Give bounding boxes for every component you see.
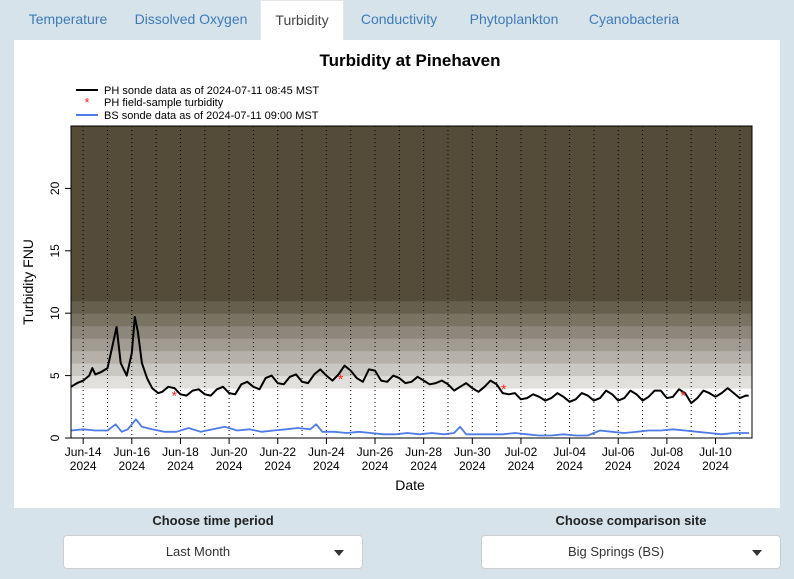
x-tick-label: Jun-26 bbox=[357, 445, 394, 459]
y-tick-label: 15 bbox=[48, 244, 62, 258]
x-tick-label: Jun-16 bbox=[113, 445, 150, 459]
x-axis-label: Date bbox=[395, 477, 425, 493]
background-band bbox=[71, 138, 752, 152]
background-band bbox=[71, 175, 752, 189]
tab-conductivity[interactable]: Conductivity bbox=[360, 11, 438, 27]
background-band bbox=[71, 413, 752, 427]
x-tick-label: Jul-04 bbox=[553, 445, 586, 459]
x-tick-year-label: 2024 bbox=[459, 459, 486, 473]
background-band bbox=[71, 225, 752, 239]
field-sample-point: * bbox=[172, 387, 178, 403]
y-axis-label: Turbidity FNU bbox=[20, 239, 36, 325]
background-band bbox=[71, 263, 752, 277]
field-sample-point: * bbox=[501, 381, 507, 397]
chevron-down-icon bbox=[334, 550, 344, 556]
background-band bbox=[71, 363, 752, 377]
y-tick-label: 0 bbox=[48, 434, 62, 441]
x-tick-year-label: 2024 bbox=[508, 459, 535, 473]
x-tick-year-label: 2024 bbox=[313, 459, 340, 473]
x-tick-label: Jun-22 bbox=[259, 445, 296, 459]
x-tick-year-label: 2024 bbox=[362, 459, 389, 473]
background-band bbox=[71, 188, 752, 202]
field-sample-point: * bbox=[338, 371, 344, 387]
background-band bbox=[71, 325, 752, 339]
x-tick-year-label: 2024 bbox=[167, 459, 194, 473]
y-tick-label: 10 bbox=[48, 306, 62, 320]
legend-entry-bs-sonde: BS sonde data as of 2024-07-11 09:00 MST bbox=[104, 110, 319, 122]
time-period-label: Choose time period bbox=[152, 513, 274, 528]
x-tick-label: Jul-02 bbox=[505, 445, 538, 459]
background-band bbox=[71, 126, 752, 139]
background-band bbox=[71, 288, 752, 302]
tab-bar: Temperature Dissolved Oxygen Turbidity C… bbox=[0, 0, 794, 40]
x-tick-year-label: 2024 bbox=[654, 459, 681, 473]
background-band bbox=[71, 150, 752, 164]
x-tick-label: Jun-24 bbox=[308, 445, 345, 459]
x-tick-year-label: 2024 bbox=[556, 459, 583, 473]
x-tick-label: Jun-20 bbox=[211, 445, 248, 459]
comparison-site-value: Big Springs (BS) bbox=[567, 544, 665, 559]
background-band bbox=[71, 313, 752, 327]
time-period-select[interactable]: Last Month bbox=[63, 535, 363, 569]
background-band bbox=[71, 388, 752, 402]
x-tick-label: Jun-18 bbox=[162, 445, 199, 459]
tab-phytoplankton[interactable]: Phytoplankton bbox=[469, 11, 559, 27]
x-tick-year-label: 2024 bbox=[216, 459, 243, 473]
tab-turbidity[interactable]: Turbidity bbox=[260, 0, 344, 40]
x-tick-year-label: 2024 bbox=[702, 459, 729, 473]
x-tick-year-label: 2024 bbox=[264, 459, 291, 473]
background-band bbox=[71, 338, 752, 352]
background-band bbox=[71, 163, 752, 177]
time-period-value: Last Month bbox=[165, 544, 231, 559]
comparison-site-label: Choose comparison site bbox=[555, 513, 707, 528]
series-bs-sonde-line bbox=[71, 418, 749, 437]
x-tick-label: Jul-08 bbox=[651, 445, 684, 459]
background-band bbox=[71, 250, 752, 264]
x-tick-label: Jun-28 bbox=[405, 445, 442, 459]
plot-frame bbox=[70, 125, 753, 439]
background-band bbox=[71, 300, 752, 314]
legend-entry-field-sample: PH field-sample turbidity bbox=[104, 97, 224, 109]
x-tick-label: Jul-06 bbox=[602, 445, 635, 459]
y-tick-label: 20 bbox=[48, 181, 62, 195]
background-band bbox=[71, 213, 752, 227]
series-ph-sonde-line bbox=[71, 315, 749, 405]
tab-temperature[interactable]: Temperature bbox=[28, 11, 108, 27]
x-tick-year-label: 2024 bbox=[118, 459, 145, 473]
legend-entry-ph-sonde: PH sonde data as of 2024-07-11 08:45 MST bbox=[104, 85, 319, 97]
comparison-site-select[interactable]: Big Springs (BS) bbox=[481, 535, 781, 569]
tab-panel: * * * * 0 5 10 15 20 Jun-14 2024 Jun-16 2024 Jun-18… bbox=[14, 40, 780, 508]
chevron-down-icon bbox=[752, 550, 762, 556]
x-tick-label: Jul-10 bbox=[699, 445, 732, 459]
legend-swatch-field-sample: * bbox=[84, 95, 89, 110]
y-tick-label: 5 bbox=[48, 372, 62, 379]
background-band bbox=[71, 200, 752, 214]
x-tick-label: Jun-14 bbox=[65, 445, 102, 459]
x-tick-year-label: 2024 bbox=[70, 459, 97, 473]
background-band bbox=[71, 350, 752, 364]
tab-dissolved-oxygen[interactable]: Dissolved Oxygen bbox=[134, 11, 248, 27]
x-tick-year-label: 2024 bbox=[410, 459, 437, 473]
x-tick-year-label: 2024 bbox=[605, 459, 632, 473]
x-tick-label: Jun-30 bbox=[454, 445, 491, 459]
chart-title: Turbidity at Pinehaven bbox=[319, 51, 500, 70]
background-band bbox=[71, 400, 752, 414]
field-sample-point: * bbox=[680, 387, 686, 403]
background-band bbox=[71, 238, 752, 252]
tab-cyanobacteria[interactable]: Cyanobacteria bbox=[588, 11, 680, 27]
background-band bbox=[71, 275, 752, 289]
legend: PH sonde data as of 2024-07-11 08:45 MST… bbox=[76, 85, 319, 122]
